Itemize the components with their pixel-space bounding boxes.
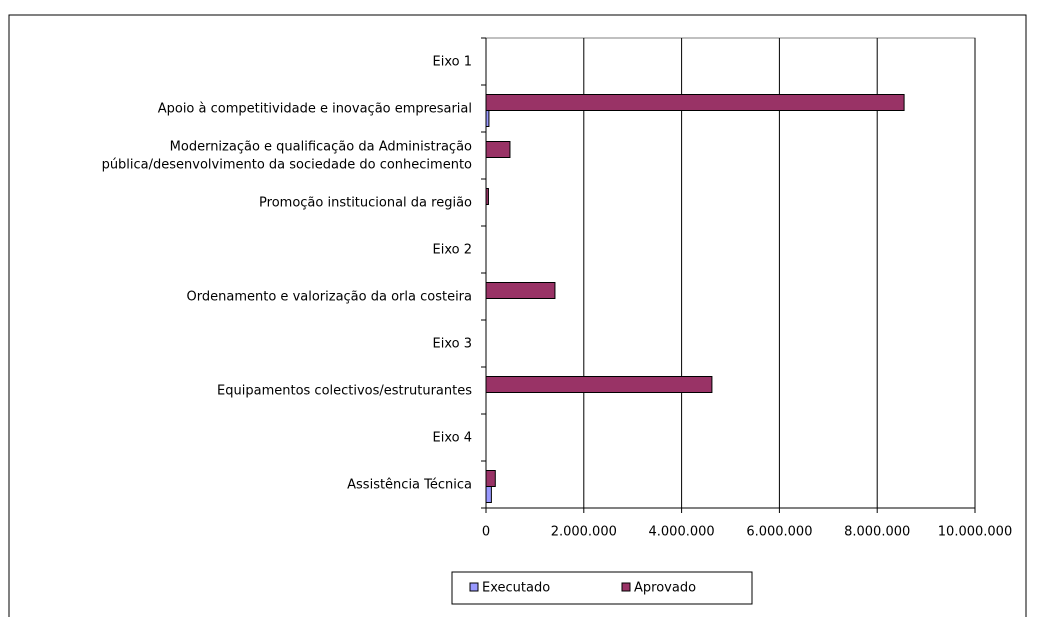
y-tick-label: Modernização e qualificação da Administr…: [102, 139, 472, 172]
label-line: Eixo 2: [433, 242, 472, 257]
bar: [485, 94, 905, 111]
label-line: Ordenamento e valorização da orla costei…: [187, 289, 472, 304]
bar: [485, 376, 713, 393]
label-line: Assistência Técnica: [347, 477, 472, 492]
bar: [485, 188, 489, 205]
x-tick-label: 10.000.000: [938, 525, 1012, 540]
legend-label: Executado: [482, 581, 550, 596]
label-line: Eixo 4: [433, 430, 472, 445]
y-tick-label: Equipamentos colectivos/estruturantes: [217, 383, 472, 398]
y-tick-label: Eixo 3: [433, 336, 472, 351]
y-tick-label: Assistência Técnica: [347, 477, 472, 492]
chart-frame: [8, 14, 1027, 617]
label-line: pública/desenvolvimento da sociedade do …: [102, 157, 472, 172]
y-tick-label: Eixo 4: [433, 430, 472, 445]
y-tick-label: Apoio à competitividade e inovação empre…: [158, 101, 472, 116]
y-tick-label: Eixo 1: [433, 54, 472, 69]
x-tick-label: 6.000.000: [746, 525, 812, 540]
y-tick-label: Promoção institucional da região: [259, 195, 472, 210]
y-tick-label: Eixo 2: [433, 242, 472, 257]
legend-label: Aprovado: [634, 581, 696, 596]
bar: [485, 282, 556, 299]
y-tick-label: Ordenamento e valorização da orla costei…: [187, 289, 472, 304]
bar: [485, 486, 492, 503]
legend-swatch: [469, 582, 479, 592]
label-line: Modernização e qualificação da Administr…: [170, 139, 472, 154]
label-line: Eixo 3: [433, 336, 472, 351]
label-line: Eixo 1: [433, 54, 472, 69]
label-line: Equipamentos colectivos/estruturantes: [217, 383, 472, 398]
label-line: Apoio à competitividade e inovação empre…: [158, 101, 472, 116]
bar: [485, 110, 490, 127]
x-tick-label: 2.000.000: [551, 525, 617, 540]
legend-box: [451, 571, 753, 605]
legend-swatch: [621, 582, 631, 592]
bar: [485, 141, 511, 158]
x-tick-label: 8.000.000: [844, 525, 910, 540]
bar: [485, 470, 496, 487]
x-tick-label: 4.000.000: [649, 525, 715, 540]
label-line: Promoção institucional da região: [259, 195, 472, 210]
x-tick-label: 0: [482, 525, 490, 540]
